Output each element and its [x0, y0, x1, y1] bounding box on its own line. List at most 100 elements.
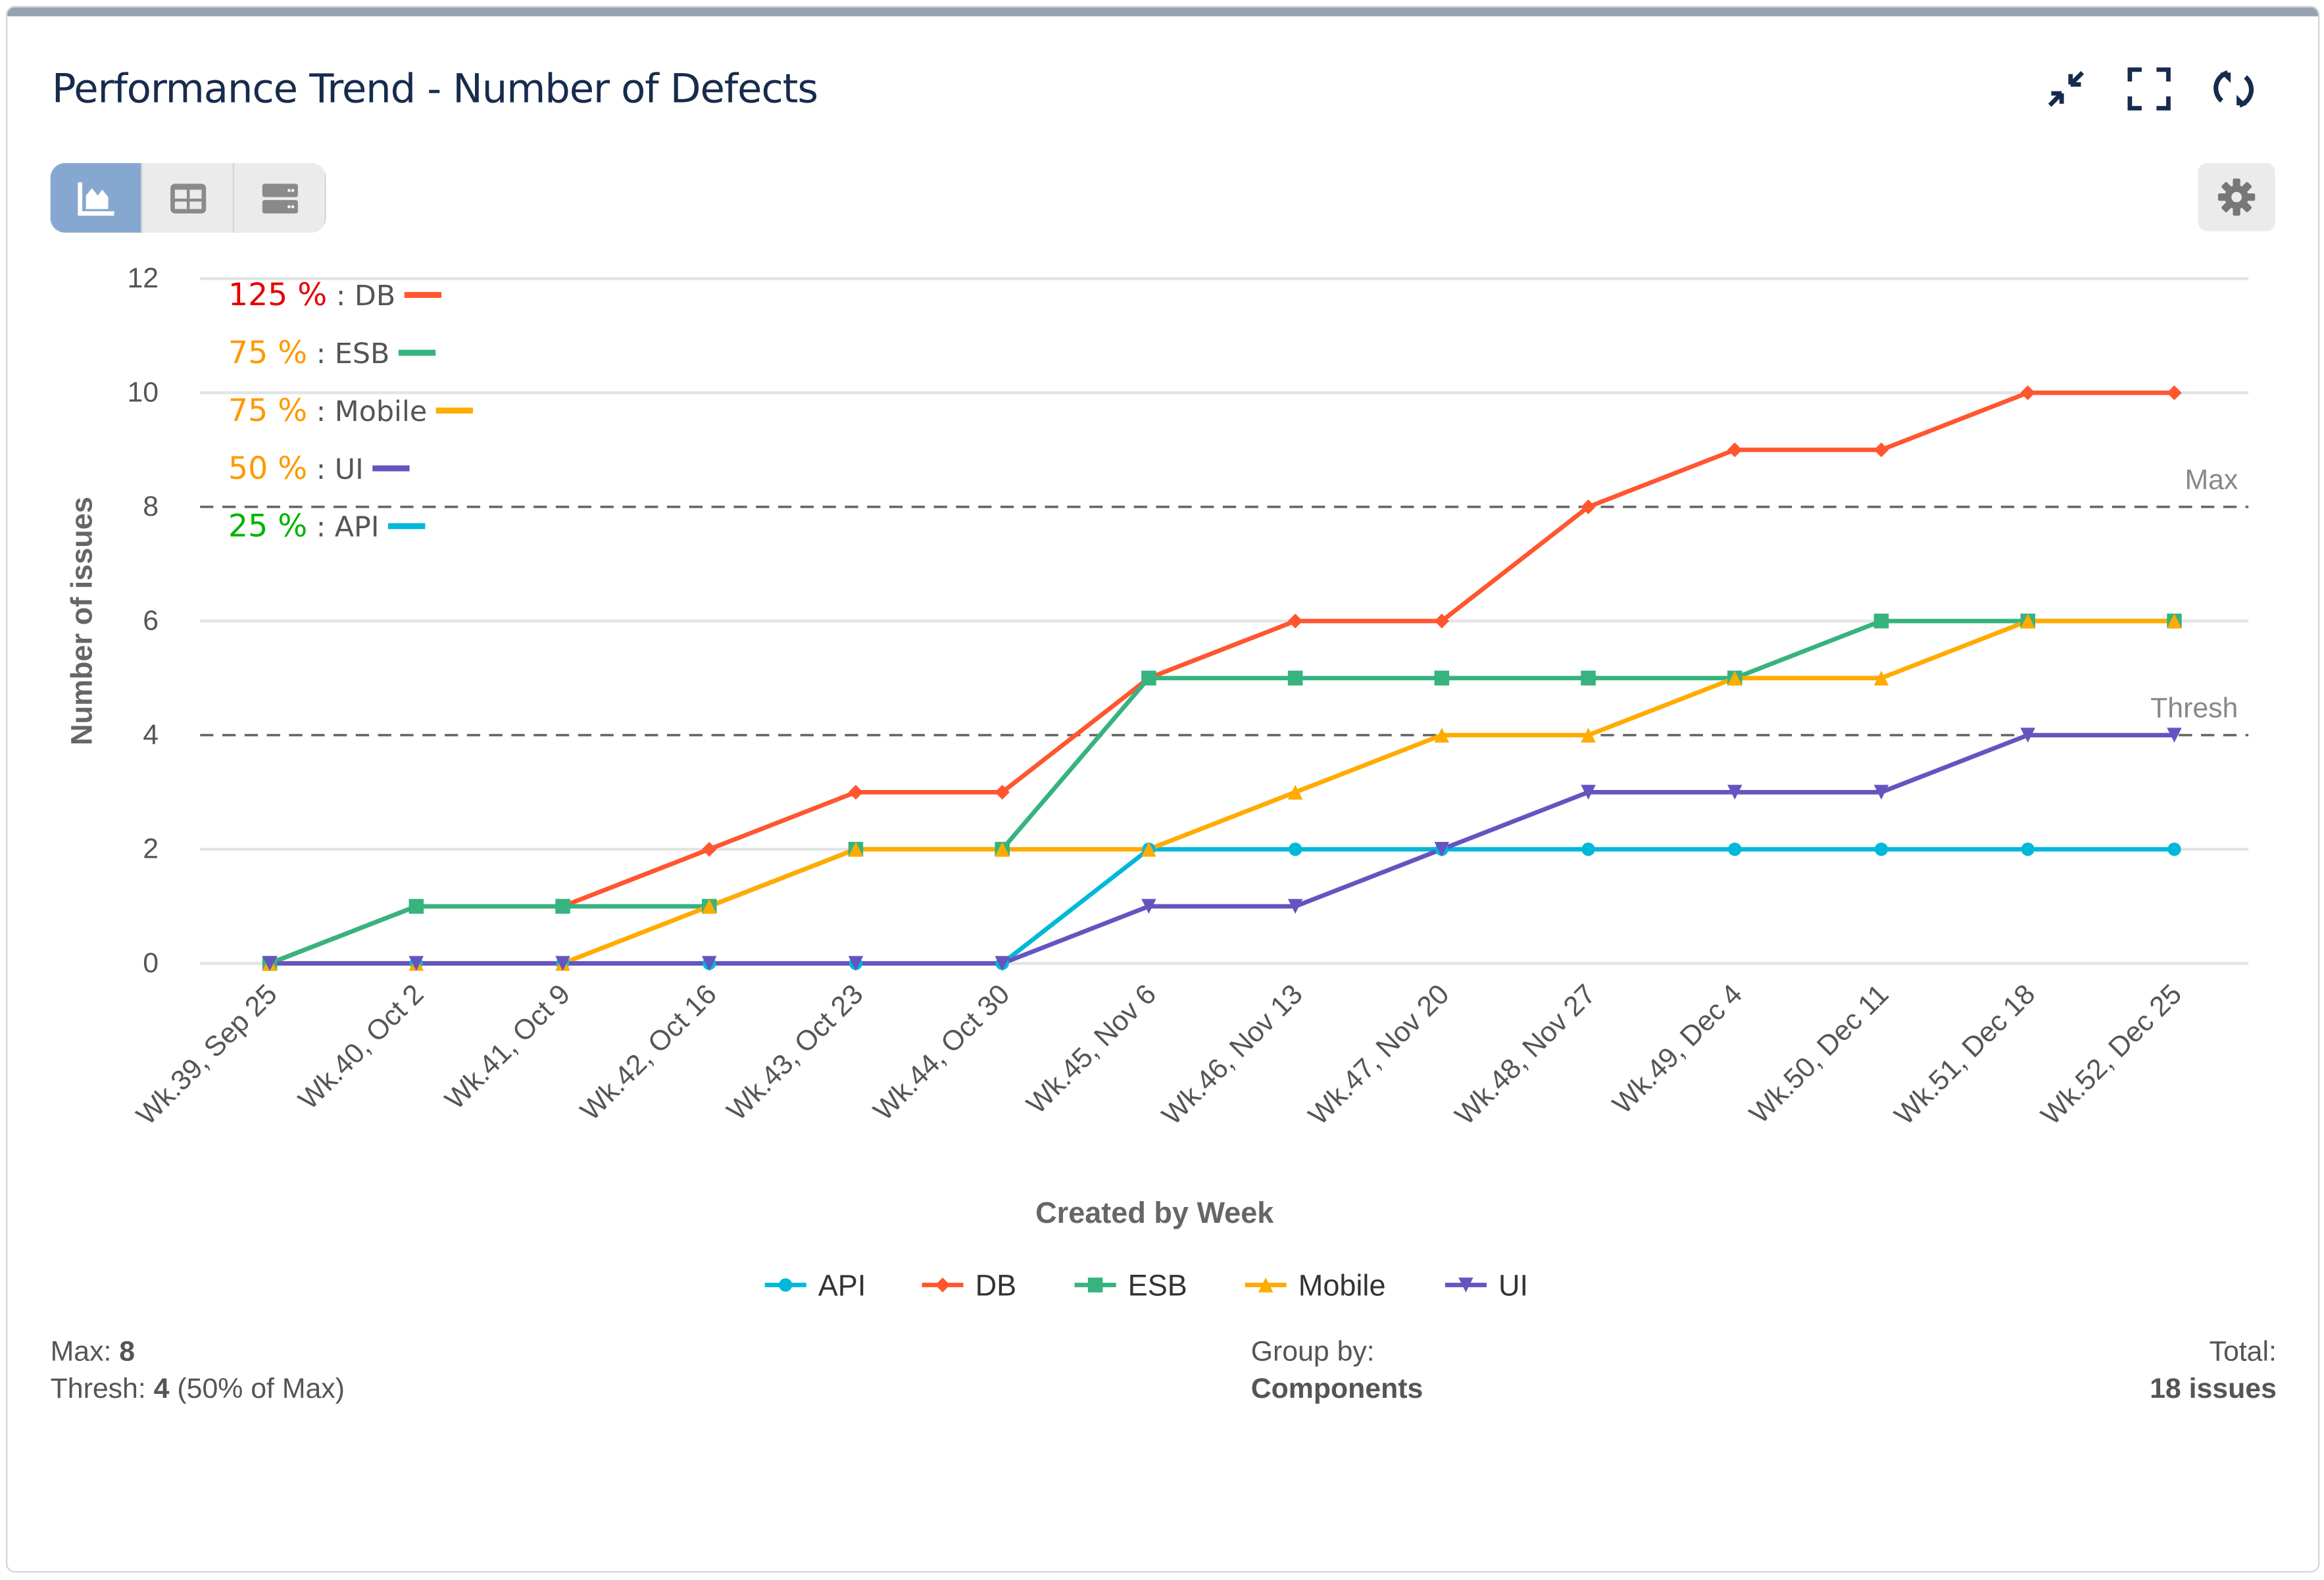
card-top-bar — [7, 7, 2319, 16]
legend-marker-db — [935, 1277, 951, 1293]
legend-marker-esb — [1087, 1277, 1103, 1293]
footer-total: Total: 18 issues — [2150, 1334, 2277, 1408]
data-point-mobile — [1581, 728, 1596, 743]
data-point-mobile — [848, 841, 864, 857]
performance-label-ui: 50 % : UI — [228, 451, 364, 487]
y-tick-label: 6 — [143, 605, 159, 637]
performance-percent: 75 % — [228, 393, 307, 429]
series-line-esb — [268, 618, 2175, 966]
data-point-ui — [408, 956, 424, 971]
reference-label-max: Max — [2185, 464, 2238, 496]
data-point-ui — [1434, 841, 1450, 857]
performance-series-name: : ESB — [307, 337, 389, 370]
performance-label-mobile: 75 % : Mobile — [228, 393, 427, 429]
y-axis-title: Number of issues — [65, 497, 99, 745]
data-point-ui — [1581, 785, 1596, 800]
x-tick-label: Wk.52, Dec 25 — [2035, 978, 2188, 1131]
data-point-esb — [555, 899, 570, 914]
data-point-api — [1874, 842, 1889, 856]
x-tick-label: Wk.39, Sep 25 — [130, 978, 283, 1131]
data-point-ui — [1727, 785, 1743, 800]
data-point-db — [848, 785, 864, 800]
y-tick-label: 2 — [143, 833, 159, 865]
data-point-mobile — [1873, 670, 1889, 686]
performance-swatch — [398, 349, 436, 356]
data-point-mobile — [1141, 841, 1156, 857]
performance-percent: 50 % — [228, 451, 307, 487]
thresh-label: Thresh: — [50, 1373, 146, 1406]
performance-label-esb: 75 % : ESB — [228, 335, 389, 371]
x-tick-label: Wk.49, Dec 4 — [1606, 978, 1748, 1120]
data-point-ui — [1287, 899, 1303, 914]
x-tick-label: Wk.48, Nov 27 — [1449, 978, 1602, 1131]
settings-button[interactable] — [2198, 162, 2275, 232]
legend-item-api[interactable]: API — [818, 1268, 866, 1302]
data-point-ui — [701, 956, 717, 971]
data-point-ui — [1873, 785, 1889, 800]
data-point-mobile — [701, 899, 717, 914]
data-point-ui — [262, 956, 278, 971]
table-icon — [169, 183, 206, 213]
data-point-db — [701, 841, 717, 857]
data-point-db — [1727, 442, 1743, 458]
legend-marker-mobile — [1258, 1277, 1273, 1293]
x-tick-label: Wk.44, Oct 30 — [868, 978, 1016, 1127]
legend-item-ui[interactable]: UI — [1498, 1268, 1528, 1302]
footer-max-thresh: Max: 8 Thresh: 4 (50% of Max) — [51, 1334, 345, 1408]
data-point-ui — [995, 956, 1010, 971]
data-point-db — [1873, 442, 1889, 458]
collapse-icon[interactable] — [2041, 64, 2092, 114]
thresh-value: 4 — [153, 1373, 170, 1406]
data-point-mobile — [1727, 670, 1743, 686]
data-point-mobile — [995, 841, 1010, 857]
data-point-db — [1287, 613, 1303, 629]
data-point-esb — [1434, 670, 1450, 686]
x-tick-label: Wk.42, Oct 16 — [574, 978, 723, 1127]
performance-series-name: : UI — [307, 453, 364, 486]
max-label: Max: — [50, 1337, 112, 1368]
data-point-api — [1728, 842, 1742, 856]
x-tick-label: Wk.47, Nov 20 — [1302, 978, 1455, 1131]
data-point-esb — [1873, 613, 1889, 629]
table-view-button[interactable] — [142, 162, 235, 233]
data-point-api — [2167, 842, 2181, 856]
performance-swatch — [435, 407, 474, 414]
y-tick-label: 0 — [143, 947, 159, 979]
server-list-icon — [261, 183, 297, 213]
legend-item-db[interactable]: DB — [976, 1268, 1017, 1302]
performance-swatch — [404, 291, 442, 298]
area-chart-icon — [77, 182, 114, 215]
page-title: Performance Trend - Number of Defects — [51, 66, 818, 113]
list-view-button[interactable] — [234, 162, 326, 233]
data-point-mobile — [1434, 728, 1450, 743]
chart-view-button[interactable] — [50, 162, 143, 233]
data-point-ui — [555, 956, 570, 971]
thresh-note: (50% of Max) — [177, 1373, 345, 1406]
performance-percent: 125 % — [228, 277, 327, 313]
data-point-esb — [1287, 670, 1303, 686]
data-point-db — [2167, 385, 2182, 401]
data-point-db — [1581, 499, 1596, 514]
legend-item-mobile[interactable]: Mobile — [1298, 1268, 1386, 1302]
series-line-db — [268, 390, 2175, 966]
data-point-db — [2020, 385, 2035, 401]
performance-label-api: 25 % : API — [228, 508, 380, 545]
performance-swatch — [388, 523, 426, 530]
total-label: Total: — [2209, 1337, 2277, 1368]
data-point-esb — [408, 899, 424, 914]
data-point-ui — [1141, 899, 1156, 914]
x-tick-label: Wk.43, Oct 23 — [721, 978, 870, 1127]
y-tick-label: 10 — [127, 377, 159, 408]
total-value: 18 issues — [2150, 1373, 2277, 1406]
fullscreen-icon[interactable] — [2124, 64, 2175, 114]
legend-item-esb[interactable]: ESB — [1128, 1268, 1187, 1302]
series-line-mobile — [270, 618, 2175, 966]
group-by-label: Group by: — [1250, 1337, 1375, 1368]
refresh-icon[interactable] — [2208, 64, 2259, 114]
data-point-esb — [1141, 670, 1156, 686]
performance-series-name: : Mobile — [307, 395, 427, 428]
data-point-mobile — [1287, 785, 1303, 800]
performance-swatch — [372, 465, 410, 472]
x-tick-label: Wk.46, Nov 13 — [1156, 978, 1308, 1131]
